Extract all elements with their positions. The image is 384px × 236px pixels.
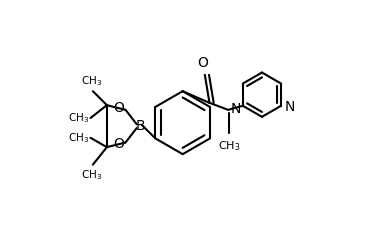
Text: O: O — [197, 56, 208, 70]
Text: N: N — [230, 102, 241, 116]
Text: CH$_3$: CH$_3$ — [68, 131, 89, 145]
Text: O: O — [113, 101, 124, 115]
Text: O: O — [113, 137, 124, 151]
Text: N: N — [284, 100, 295, 114]
Text: CH$_3$: CH$_3$ — [81, 168, 102, 182]
Text: B: B — [136, 119, 146, 133]
Text: CH$_3$: CH$_3$ — [81, 74, 102, 88]
Text: CH$_3$: CH$_3$ — [218, 139, 240, 153]
Text: CH$_3$: CH$_3$ — [68, 111, 89, 125]
